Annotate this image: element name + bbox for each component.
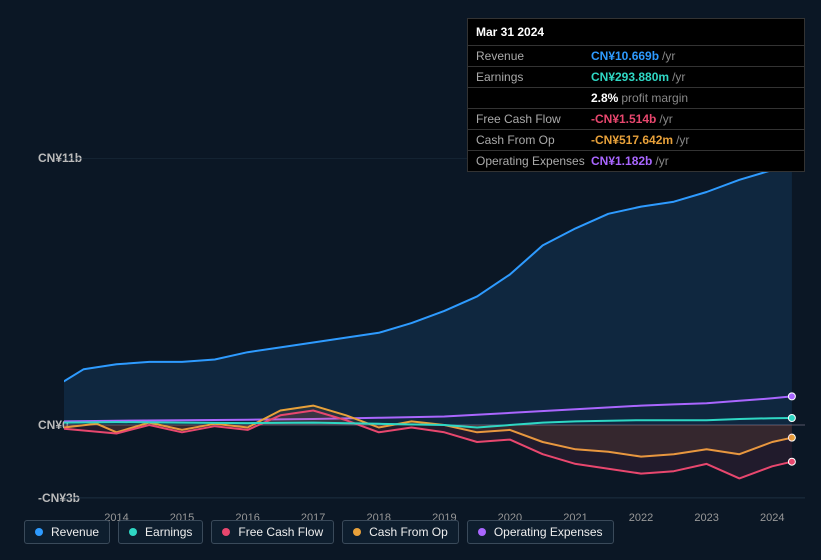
legend-item-revenue[interactable]: Revenue xyxy=(24,520,110,544)
tooltip-row-suffix: profit margin xyxy=(621,91,688,105)
legend-label: Revenue xyxy=(51,525,99,539)
tooltip-row-suffix: /yr xyxy=(655,154,668,168)
financials-chart: CN¥11bCN¥0-CN¥3b 20142015201620172018201… xyxy=(16,158,805,510)
legend-item-free-cash-flow[interactable]: Free Cash Flow xyxy=(211,520,334,544)
legend-dot xyxy=(35,528,43,536)
legend-label: Operating Expenses xyxy=(494,525,603,539)
chart-legend: Revenue Earnings Free Cash Flow Cash From O… xyxy=(24,520,614,544)
tooltip-row-label: Revenue xyxy=(476,49,591,63)
tooltip-row-value: CN¥293.880m xyxy=(591,70,669,84)
tooltip-row: Free Cash Flow-CN¥1.514b/yr xyxy=(468,108,804,129)
tooltip-row-value: CN¥10.669b xyxy=(591,49,659,63)
x-axis-label: 2023 xyxy=(694,512,718,524)
legend-dot xyxy=(478,528,486,536)
chart-plot[interactable] xyxy=(64,158,805,510)
legend-dot xyxy=(129,528,137,536)
legend-label: Earnings xyxy=(145,525,192,539)
legend-label: Free Cash Flow xyxy=(238,525,323,539)
tooltip-row-value: -CN¥1.514b xyxy=(591,112,656,126)
legend-label: Cash From Op xyxy=(369,525,448,539)
legend-item-earnings[interactable]: Earnings xyxy=(118,520,203,544)
tooltip-row: Operating ExpensesCN¥1.182b/yr xyxy=(468,150,804,171)
tooltip-row-suffix: /yr xyxy=(662,49,675,63)
tooltip-row: Cash From Op-CN¥517.642m/yr xyxy=(468,129,804,150)
legend-dot xyxy=(353,528,361,536)
tooltip-row-label: Earnings xyxy=(476,70,591,84)
legend-dot xyxy=(222,528,230,536)
tooltip-row-value: 2.8% xyxy=(591,91,618,105)
tooltip-row-value: CN¥1.182b xyxy=(591,154,652,168)
tooltip-row-label: Cash From Op xyxy=(476,133,591,147)
tooltip-row: EarningsCN¥293.880m/yr xyxy=(468,66,804,87)
tooltip-row-suffix: /yr xyxy=(672,70,685,84)
x-axis-label: 2024 xyxy=(760,512,784,524)
tooltip-row-suffix: /yr xyxy=(676,133,689,147)
tooltip-row-suffix: /yr xyxy=(659,112,672,126)
tooltip-row-label xyxy=(476,91,591,105)
tooltip-row-label: Free Cash Flow xyxy=(476,112,591,126)
legend-item-cash-from-op[interactable]: Cash From Op xyxy=(342,520,459,544)
tooltip-title: Mar 31 2024 xyxy=(468,19,804,45)
tooltip-row: 2.8%profit margin xyxy=(468,87,804,108)
tooltip-row-label: Operating Expenses xyxy=(476,154,591,168)
x-axis-label: 2022 xyxy=(629,512,653,524)
chart-tooltip: Mar 31 2024 RevenueCN¥10.669b/yrEarnings… xyxy=(467,18,805,172)
tooltip-row: RevenueCN¥10.669b/yr xyxy=(468,45,804,66)
tooltip-row-value: -CN¥517.642m xyxy=(591,133,673,147)
legend-item-operating-expenses[interactable]: Operating Expenses xyxy=(467,520,614,544)
